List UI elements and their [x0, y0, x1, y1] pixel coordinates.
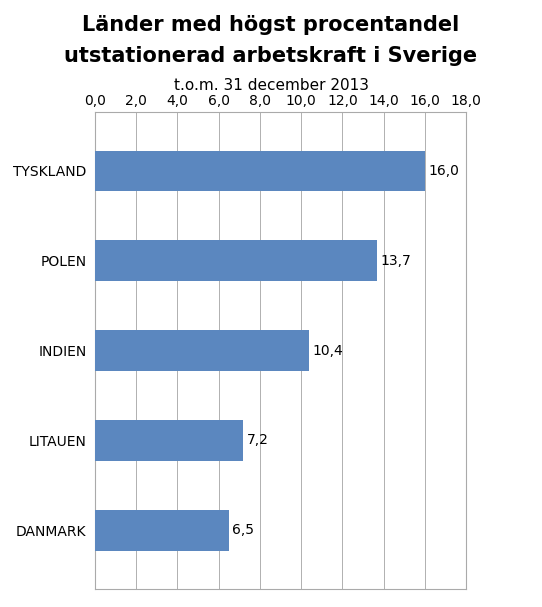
Text: 7,2: 7,2	[247, 433, 268, 447]
Text: 13,7: 13,7	[380, 254, 411, 268]
Text: utstationerad arbetskraft i Sverige: utstationerad arbetskraft i Sverige	[64, 46, 478, 66]
Bar	[95, 510, 229, 551]
Text: t.o.m. 31 december 2013: t.o.m. 31 december 2013	[173, 78, 369, 93]
Text: 16,0: 16,0	[428, 164, 459, 178]
Bar	[95, 330, 309, 371]
Bar	[95, 151, 425, 191]
Text: 10,4: 10,4	[312, 344, 343, 358]
Text: Länder med högst procentandel: Länder med högst procentandel	[82, 15, 460, 35]
Bar	[95, 240, 377, 281]
Text: 6,5: 6,5	[232, 523, 254, 537]
Bar	[95, 420, 243, 461]
